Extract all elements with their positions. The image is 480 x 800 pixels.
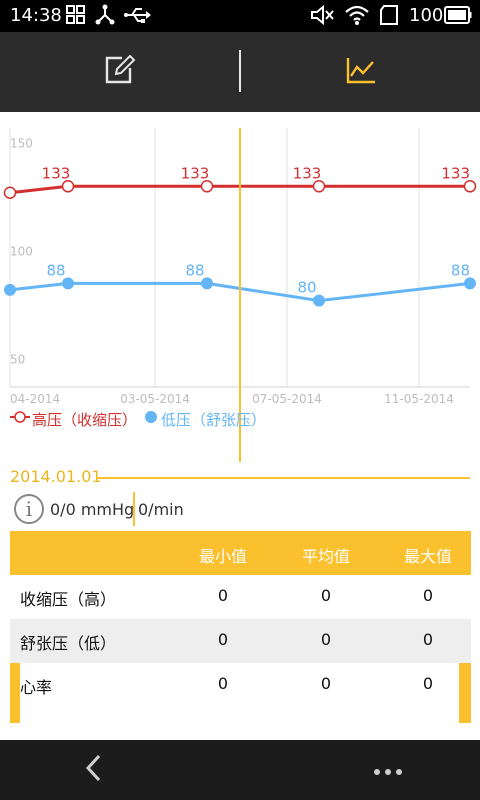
- y-tick-label: 50: [10, 352, 25, 366]
- x-tick-label: 03-05-2014: [120, 392, 190, 406]
- data-label: 88: [185, 261, 204, 279]
- data-point: [201, 277, 213, 290]
- data-label: 133: [181, 164, 210, 182]
- data-point: [464, 277, 476, 290]
- table-row-systolic: 收缩压（高） 0 0 0: [10, 575, 471, 619]
- row-marker-right: [459, 663, 471, 723]
- cell-avg: 0: [320, 630, 332, 649]
- y-tick-label: 150: [10, 137, 33, 151]
- legend-diastolic-label: 低压（舒张压）: [161, 410, 267, 429]
- data-point: [463, 180, 477, 193]
- chart-icon: [346, 56, 376, 88]
- cell-min: 0: [217, 586, 229, 605]
- row-label: 舒张压（低）: [20, 634, 117, 653]
- data-point: [3, 186, 17, 199]
- stats-table: 最小值 平均值 最大值 收缩压（高） 0 0 0 舒张压（低） 0 0 0 心率…: [10, 531, 471, 723]
- legend-systolic-label: 高压（收缩压）: [32, 410, 138, 429]
- more-button[interactable]: [366, 752, 410, 788]
- toolbar-divider: [239, 50, 241, 92]
- edit-icon: [104, 54, 136, 89]
- status-time: 14:38: [10, 5, 62, 26]
- mute-icon: [310, 4, 336, 30]
- wifi-icon: [344, 4, 370, 30]
- more-dots-icon: [373, 761, 403, 780]
- back-chevron-icon: [84, 753, 102, 787]
- share-network-icon: [94, 4, 116, 30]
- legend-systolic: 高压（收缩压）: [10, 409, 137, 430]
- chart-legend: 高压（收缩压） 低压（舒张压）: [10, 408, 272, 430]
- data-label: 88: [46, 261, 65, 279]
- data-label: 88: [451, 261, 470, 279]
- chart-button[interactable]: [241, 32, 480, 112]
- row-marker-left: [10, 663, 20, 723]
- data-point: [4, 283, 16, 296]
- bp-chart[interactable]: 150 100 50 04-2014 03-05-2014 07-05-2014 11-05…: [0, 112, 480, 472]
- data-point: [62, 277, 74, 290]
- data-label: 133: [293, 164, 322, 182]
- date-row: 2014.01.01: [0, 466, 480, 490]
- data-point: [61, 180, 75, 193]
- top-toolbar: [0, 32, 480, 112]
- row-label: 心率: [20, 678, 53, 697]
- heart-rate-value: 0/min: [138, 500, 184, 519]
- summary-row: i 0/0 mmHg 0/min: [0, 490, 480, 528]
- legend-diastolic: 低压（舒张压）: [143, 409, 266, 430]
- x-tick-label: 04-2014: [10, 392, 60, 406]
- back-button[interactable]: [75, 752, 111, 788]
- y-tick-label: 100: [10, 245, 33, 259]
- table-row-diastolic: 舒张压（低） 0 0 0: [10, 619, 471, 663]
- x-tick-label: 07-05-2014: [252, 392, 322, 406]
- table-header: 最小值 平均值 最大值: [10, 531, 471, 575]
- status-bar: 14:38 100: [0, 0, 480, 32]
- battery-level: 100: [409, 5, 444, 26]
- bp-value: 0/0 mmHg: [50, 500, 135, 519]
- cell-avg: 0: [320, 586, 332, 605]
- chart-canvas: 150 100 50 04-2014 03-05-2014 07-05-2014 11-05…: [3, 128, 477, 462]
- data-point: [313, 294, 325, 307]
- data-label: 133: [441, 164, 470, 182]
- info-icon[interactable]: i: [14, 494, 44, 524]
- usb-icon: [124, 4, 152, 30]
- selected-date: 2014.01.01: [10, 467, 102, 486]
- cell-min: 0: [217, 674, 229, 693]
- cell-max: 0: [422, 630, 434, 649]
- row-label: 收缩压（高）: [20, 590, 117, 609]
- header-min: 最小值: [198, 547, 247, 566]
- data-point: [200, 180, 214, 193]
- date-underline: [96, 477, 470, 479]
- gallery-icon: [66, 4, 86, 30]
- x-tick-label: 11-05-2014: [384, 392, 454, 406]
- hollow-circle-icon: [10, 410, 30, 428]
- edit-button[interactable]: [0, 32, 239, 112]
- bottom-nav: [0, 740, 480, 800]
- data-point: [312, 180, 326, 193]
- header-max: 最大值: [403, 547, 452, 566]
- header-avg: 平均值: [301, 547, 350, 566]
- data-label: 80: [297, 279, 316, 297]
- sim-icon: [378, 4, 400, 30]
- battery-icon: [444, 4, 472, 30]
- summary-divider: [133, 492, 135, 526]
- cell-min: 0: [217, 630, 229, 649]
- cell-max: 0: [422, 586, 434, 605]
- cell-avg: 0: [320, 674, 332, 693]
- cell-max: 0: [422, 674, 434, 693]
- filled-circle-icon: [143, 409, 159, 429]
- table-row-heart-rate: 心率 0 0 0: [10, 663, 471, 723]
- data-label: 133: [42, 164, 71, 182]
